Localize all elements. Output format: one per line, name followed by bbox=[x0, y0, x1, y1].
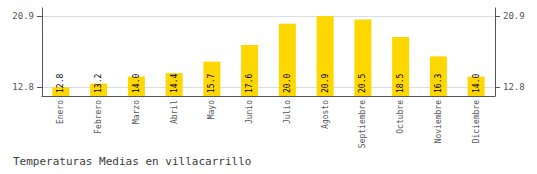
svg-text:20.9: 20.9 bbox=[503, 11, 525, 21]
svg-text:14.0: 14.0 bbox=[132, 74, 141, 93]
svg-text:12.8: 12.8 bbox=[12, 82, 34, 92]
svg-text:20.9: 20.9 bbox=[12, 11, 34, 21]
svg-text:18.5: 18.5 bbox=[396, 74, 405, 93]
svg-text:13.2: 13.2 bbox=[94, 74, 103, 93]
svg-text:12.8: 12.8 bbox=[503, 82, 525, 92]
svg-text:14.4: 14.4 bbox=[170, 74, 179, 93]
svg-text:Agosto: Agosto bbox=[321, 100, 330, 129]
svg-text:Junio: Junio bbox=[245, 100, 254, 124]
svg-text:12.8: 12.8 bbox=[56, 74, 65, 93]
svg-text:Marzo: Marzo bbox=[132, 100, 141, 124]
svg-text:15.7: 15.7 bbox=[207, 74, 216, 93]
svg-text:16.3: 16.3 bbox=[434, 74, 443, 93]
svg-text:Mayo: Mayo bbox=[207, 100, 216, 119]
svg-text:Abril: Abril bbox=[170, 100, 179, 124]
svg-text:Enero: Enero bbox=[56, 100, 65, 124]
svg-text:Temperaturas Medias en villaca: Temperaturas Medias en villacarrillo bbox=[13, 155, 251, 168]
svg-text:Noviembre: Noviembre bbox=[434, 100, 443, 144]
svg-text:20.9: 20.9 bbox=[321, 74, 330, 93]
svg-text:Septiembre: Septiembre bbox=[358, 100, 367, 148]
svg-text:Julio: Julio bbox=[283, 100, 292, 124]
svg-text:Diciembre: Diciembre bbox=[472, 100, 481, 144]
svg-text:14.0: 14.0 bbox=[472, 74, 481, 93]
svg-text:Octubre: Octubre bbox=[396, 100, 405, 134]
svg-text:Febrero: Febrero bbox=[94, 100, 103, 134]
svg-text:20.0: 20.0 bbox=[283, 74, 292, 93]
svg-text:20.5: 20.5 bbox=[358, 74, 367, 93]
svg-text:17.6: 17.6 bbox=[245, 74, 254, 93]
